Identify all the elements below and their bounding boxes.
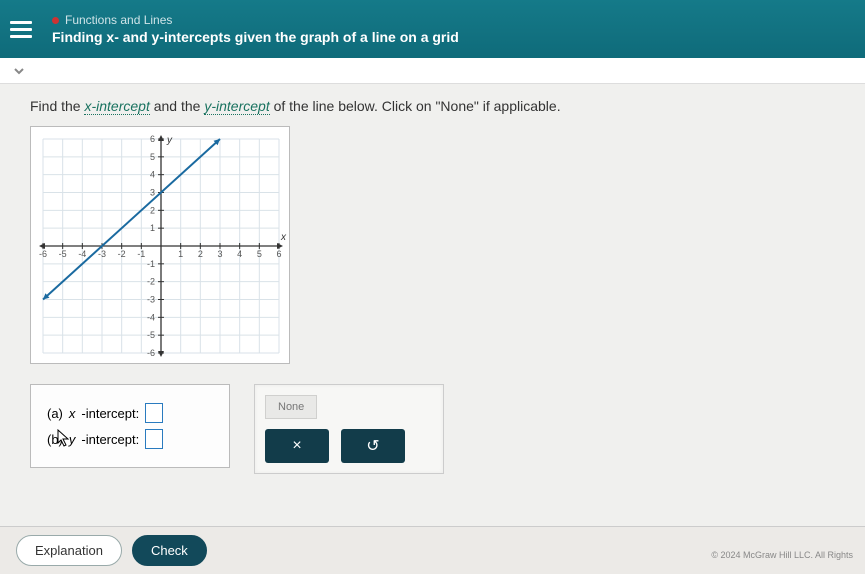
svg-text:6: 6 — [150, 134, 155, 144]
svg-text:-2: -2 — [147, 277, 155, 287]
y-intercept-input[interactable] — [145, 429, 163, 449]
y-intercept-term[interactable]: y-intercept — [204, 98, 269, 115]
svg-text:-5: -5 — [59, 249, 67, 259]
svg-text:y: y — [166, 135, 173, 146]
svg-text:-1: -1 — [137, 249, 145, 259]
svg-text:4: 4 — [150, 170, 155, 180]
recording-dot-icon — [52, 17, 59, 24]
answer-a-var: x — [69, 406, 76, 421]
svg-text:-4: -4 — [78, 249, 86, 259]
question-prompt: Find the x-intercept and the y-intercept… — [30, 98, 845, 114]
page-title: Finding x- and y-intercepts given the gr… — [52, 29, 459, 45]
svg-text:4: 4 — [237, 249, 242, 259]
svg-text:2: 2 — [198, 249, 203, 259]
svg-text:-3: -3 — [147, 295, 155, 305]
reset-button[interactable]: ↺ — [341, 429, 405, 463]
x-intercept-term[interactable]: x-intercept — [84, 98, 149, 115]
svg-text:-1: -1 — [147, 259, 155, 269]
check-button[interactable]: Check — [132, 535, 207, 566]
graph-svg: -6 -5 -4 -3 -2 -1 1 2 3 4 5 6 -6 -5 -4 -3 -2 -1 1 2 3 4 5 6 x y — [31, 127, 291, 365]
menu-icon[interactable] — [10, 14, 40, 44]
svg-text:5: 5 — [257, 249, 262, 259]
answers-row: (a) x -intercept: (b) y -intercept: None ×… — [30, 384, 845, 474]
collapse-row — [0, 58, 865, 84]
answer-b-row: (b) y -intercept: — [47, 429, 213, 449]
svg-text:-2: -2 — [118, 249, 126, 259]
chevron-down-icon[interactable] — [10, 62, 28, 80]
answer-b-label: -intercept: — [81, 432, 139, 447]
svg-text:6: 6 — [276, 249, 281, 259]
svg-text:1: 1 — [178, 249, 183, 259]
prompt-text: and the — [150, 98, 205, 114]
tool-card: None × ↺ — [254, 384, 444, 474]
svg-text:5: 5 — [150, 152, 155, 162]
svg-text:-4: -4 — [147, 312, 155, 322]
prompt-text: of the line below. Click on "None" if ap… — [270, 98, 561, 114]
answer-b-prefix: (b) — [47, 432, 63, 447]
header-text: Functions and Lines Finding x- and y-int… — [52, 13, 459, 45]
svg-text:-3: -3 — [98, 249, 106, 259]
none-button[interactable]: None — [265, 395, 317, 419]
breadcrumb-label: Functions and Lines — [65, 13, 172, 27]
breadcrumb: Functions and Lines — [52, 13, 459, 27]
bottom-bar: Explanation Check © 2024 McGraw Hill LLC… — [0, 526, 865, 574]
svg-text:x: x — [280, 232, 287, 243]
prompt-text: Find the — [30, 98, 84, 114]
tool-buttons: × ↺ — [265, 429, 433, 463]
svg-text:3: 3 — [150, 188, 155, 198]
svg-text:-5: -5 — [147, 330, 155, 340]
svg-text:1: 1 — [150, 223, 155, 233]
header-bar: Functions and Lines Finding x- and y-int… — [0, 0, 865, 58]
svg-text:-6: -6 — [147, 348, 155, 358]
graph: -6 -5 -4 -3 -2 -1 1 2 3 4 5 6 -6 -5 -4 -3 -2 -1 1 2 3 4 5 6 x y — [30, 126, 290, 364]
explanation-button[interactable]: Explanation — [16, 535, 122, 566]
clear-button[interactable]: × — [265, 429, 329, 463]
copyright-text: © 2024 McGraw Hill LLC. All Rights — [711, 550, 853, 560]
x-intercept-input[interactable] — [145, 403, 163, 423]
svg-text:3: 3 — [217, 249, 222, 259]
answer-a-row: (a) x -intercept: — [47, 403, 213, 423]
answer-card: (a) x -intercept: (b) y -intercept: — [30, 384, 230, 468]
answer-a-prefix: (a) — [47, 406, 63, 421]
content-area: Find the x-intercept and the y-intercept… — [0, 84, 865, 474]
answer-b-var: y — [69, 432, 76, 447]
answer-a-label: -intercept: — [81, 406, 139, 421]
svg-text:2: 2 — [150, 205, 155, 215]
svg-text:-6: -6 — [39, 249, 47, 259]
